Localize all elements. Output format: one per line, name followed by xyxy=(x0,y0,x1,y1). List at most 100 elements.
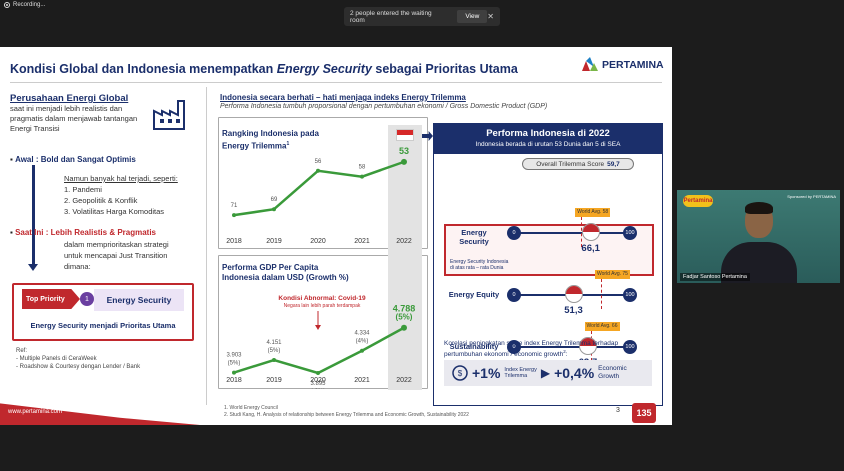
score-marker xyxy=(578,337,597,355)
world-average-tag: World Avg. 58 xyxy=(575,208,611,217)
energy-security-label: Energy Security xyxy=(94,289,184,311)
score-value: 51,3 xyxy=(564,305,583,316)
mid-heading: Indonesia secara berhati – hati menjaga … xyxy=(220,93,466,102)
priority-footer: Energy Security menjadi Prioritas Utama xyxy=(30,321,176,330)
left-subtext: saat ini menjadi lebih realistis dan pra… xyxy=(10,104,138,133)
covid-arrow-head xyxy=(315,325,321,330)
gdp-per-capita-chart: 3.903(5%)20184.151(5%)20193.895(-2%)2020… xyxy=(226,304,416,389)
data-label: (5%) xyxy=(396,313,413,322)
performa-title: Performa Indonesia di 2022 xyxy=(486,128,610,139)
row-label: Energy Equity xyxy=(448,290,500,299)
data-point xyxy=(272,358,276,363)
participant-video-tile[interactable]: Pertamina Sponsored by PERTAMINA Fadjar … xyxy=(677,190,840,283)
scale-min: 0 xyxy=(507,226,521,240)
panel-divider xyxy=(206,87,207,405)
waiting-text: 2 people entered the waiting room xyxy=(350,9,432,24)
scale-min: 0 xyxy=(507,288,521,302)
x-tick-label: 2018 xyxy=(226,238,242,245)
series-line xyxy=(233,326,405,375)
score-scale xyxy=(514,346,630,348)
data-point xyxy=(316,370,320,375)
data-label: (4%) xyxy=(356,339,369,345)
energy-security-note: Energy Security Indonesia di atas rata – … xyxy=(450,259,509,271)
x-tick-label: 2019 xyxy=(266,238,282,245)
recording-label: Recording... xyxy=(13,2,46,8)
index-label: Index Energy Trilemma xyxy=(504,367,537,379)
down-arrow-icon xyxy=(28,165,38,271)
left-heading: Perusahaan Energi Global xyxy=(10,93,129,104)
performa-2022-panel: Performa Indonesia di 2022 Indonesia ber… xyxy=(433,123,663,406)
data-label: (5%) xyxy=(228,361,241,367)
website-url: www.pertamina.com xyxy=(8,409,63,415)
x-tick-label: 2022 xyxy=(396,377,412,384)
year-2022-highlight xyxy=(388,125,422,390)
data-label: 58 xyxy=(359,165,366,171)
data-label: (5%) xyxy=(268,348,281,354)
correlation-box: $ +1% Index Energy Trilemma ▶ +0,4% Econo… xyxy=(444,360,652,386)
world-average-tag: World Avg. 75 xyxy=(595,270,630,279)
data-label: 4.151 xyxy=(266,340,282,346)
top-priority-box: Top Priority 1 Energy Security Energy Se… xyxy=(12,283,194,341)
close-icon[interactable]: ✕ xyxy=(487,12,494,21)
video-sponsor: Sponsored by PERTAMINA xyxy=(787,194,836,199)
top-priority-label: Top Priority xyxy=(22,289,80,309)
coins-icon: $ xyxy=(452,365,468,381)
data-label: 3.895 xyxy=(310,381,326,387)
footnotes: 1. World Energy Council 2. Studi Kang, H… xyxy=(224,405,469,418)
score-marker xyxy=(581,223,600,241)
data-point xyxy=(232,213,236,218)
pertamina-logo: PERTAMINA xyxy=(580,57,664,73)
x-tick-label: 2020 xyxy=(310,377,326,384)
chart2-title: Performa GDP Per Capita Indonesia dalam … xyxy=(222,263,349,282)
shared-slide: Kondisi Global dan Indonesia menempatkan… xyxy=(0,47,672,425)
row-label: Energy Security xyxy=(459,228,489,246)
trilemma-chart-panel xyxy=(218,117,428,249)
performa-subtitle: Indonesia berada di urutan 53 Dunia dan … xyxy=(475,141,621,148)
saat-ini-row: ▪ Saat Ini : Lebih Realistis & Pragmatis xyxy=(10,228,157,237)
growth-increase: +0,4% xyxy=(554,365,595,381)
chart1-title: Rangking Indonesia pada Energy Trilemma1 xyxy=(222,129,319,151)
index-increase: +1% xyxy=(472,365,501,381)
data-label: 3.903 xyxy=(226,353,242,359)
pertamina-logo-icon xyxy=(582,57,598,71)
slide-title: Kondisi Global dan Indonesia menempatkan… xyxy=(10,62,518,76)
data-label: 71 xyxy=(231,203,238,209)
reasons-list: Namun banyak hal terjadi, seperti: 1. Pa… xyxy=(64,174,178,216)
data-label: 4.788 xyxy=(393,304,416,314)
scale-min: 0 xyxy=(507,340,521,354)
score-marker xyxy=(564,285,583,303)
world-average-tag: World Avg. 66 xyxy=(584,322,620,331)
svg-text:$: $ xyxy=(458,369,463,378)
x-tick-label: 2022 xyxy=(396,238,412,245)
page-number: 3 xyxy=(616,407,620,414)
priority-number: 1 xyxy=(80,292,94,306)
x-tick-label: 2018 xyxy=(226,377,242,384)
factory-icon xyxy=(153,100,185,130)
x-tick-label: 2021 xyxy=(354,377,370,384)
covid-sublabel: Negara lain lebih parah terdampak xyxy=(283,303,361,309)
data-label: 53 xyxy=(399,146,409,156)
data-point xyxy=(401,324,407,331)
anniversary-badge: 135 xyxy=(632,403,656,423)
zoom-topbar: Recording... xyxy=(0,0,844,12)
scale-max: 100 xyxy=(623,288,637,302)
arrow-right-icon xyxy=(422,131,433,141)
x-tick-label: 2021 xyxy=(354,238,370,245)
x-tick-label: 2019 xyxy=(266,377,282,384)
score-value: 66,1 xyxy=(581,243,600,254)
scale-max: 100 xyxy=(623,340,637,354)
indonesia-flag-icon xyxy=(396,129,414,141)
score-scale xyxy=(514,232,630,234)
view-button[interactable]: View xyxy=(457,10,488,23)
saat-ini-subtext: dalam memprioritaskan strategi untuk men… xyxy=(64,240,169,271)
data-point xyxy=(232,370,236,375)
recording-indicator: Recording... xyxy=(4,2,45,8)
data-point xyxy=(316,168,320,173)
data-point xyxy=(272,207,276,212)
record-icon xyxy=(4,2,10,8)
trilemma-ranking-chart: 71 2018 69 2019 56 2020 58 2021 53 2022 xyxy=(226,146,412,245)
waiting-room-notice: 2 people entered the waiting room View ✕ xyxy=(344,7,500,26)
title-divider xyxy=(10,82,662,83)
scale-max: 100 xyxy=(623,226,637,240)
row-label: Sustainability xyxy=(449,342,499,351)
